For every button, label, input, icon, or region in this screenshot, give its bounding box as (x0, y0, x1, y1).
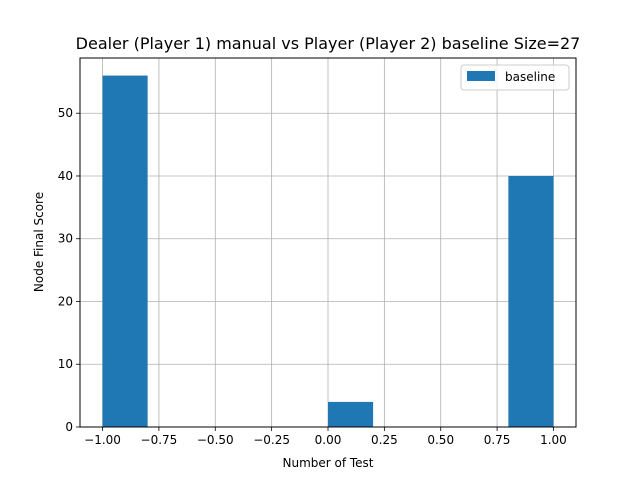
x-tick-label: 0.00 (315, 433, 342, 447)
x-tick-label: −0.25 (253, 433, 290, 447)
x-tick-label: −0.75 (141, 433, 178, 447)
x-tick-label: −0.50 (197, 433, 234, 447)
legend-swatch (467, 71, 495, 81)
bars (102, 75, 554, 428)
legend: baseline (460, 64, 570, 91)
x-tick-label: 0.50 (427, 433, 454, 447)
legend-label: baseline (505, 70, 555, 84)
histogram-bar (328, 401, 374, 427)
x-tick-label: 0.75 (484, 433, 511, 447)
y-tick-label: 30 (58, 232, 73, 246)
y-tick-label: 0 (65, 420, 73, 434)
x-axis-label: Number of Test (282, 456, 373, 470)
y-axis-ticks: 0 10 20 30 40 50 (58, 106, 80, 434)
histogram-bar (102, 75, 148, 428)
y-tick-label: 50 (58, 106, 73, 120)
x-axis-ticks: −1.00 −0.75 −0.50 −0.25 0.00 0.25 0.50 0.75 1.00 (84, 427, 567, 447)
y-axis-label: Node Final Score (32, 192, 46, 292)
histogram-bar (508, 175, 554, 427)
x-tick-label: 1.00 (540, 433, 567, 447)
y-tick-label: 10 (58, 357, 73, 371)
chart-title: Dealer (Player 1) manual vs Player (Play… (76, 34, 581, 53)
y-tick-label: 40 (58, 169, 73, 183)
x-tick-label: −1.00 (84, 433, 121, 447)
x-tick-label: 0.25 (371, 433, 398, 447)
y-tick-label: 20 (58, 294, 73, 308)
